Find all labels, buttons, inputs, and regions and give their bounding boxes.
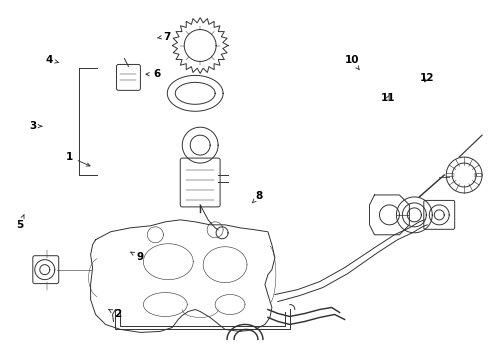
Text: 12: 12: [419, 73, 433, 83]
Text: 9: 9: [130, 252, 143, 262]
Text: 7: 7: [157, 32, 170, 41]
Text: 10: 10: [344, 55, 359, 70]
Text: 6: 6: [146, 69, 160, 79]
Text: 2: 2: [108, 310, 121, 319]
Text: 1: 1: [65, 152, 90, 166]
Text: 11: 11: [380, 93, 395, 103]
Text: 3: 3: [29, 121, 42, 131]
Text: 8: 8: [252, 191, 262, 203]
Text: 5: 5: [16, 215, 24, 230]
Text: 4: 4: [46, 55, 59, 65]
